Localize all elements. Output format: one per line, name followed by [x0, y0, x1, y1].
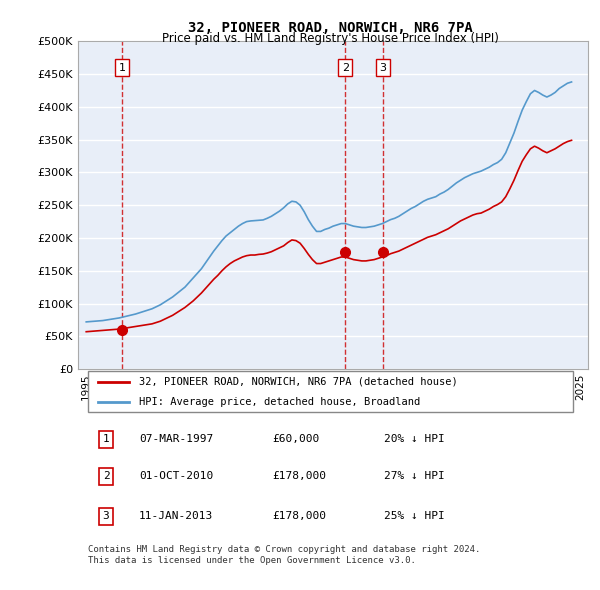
Text: £178,000: £178,000 — [272, 512, 326, 521]
Text: 2: 2 — [103, 471, 109, 481]
Text: 3: 3 — [379, 63, 386, 73]
Text: 1: 1 — [103, 434, 109, 444]
Text: 11-JAN-2013: 11-JAN-2013 — [139, 512, 214, 521]
Text: 32, PIONEER ROAD, NORWICH, NR6 7PA: 32, PIONEER ROAD, NORWICH, NR6 7PA — [188, 21, 472, 35]
Text: 20% ↓ HPI: 20% ↓ HPI — [384, 434, 445, 444]
Text: 27% ↓ HPI: 27% ↓ HPI — [384, 471, 445, 481]
Text: 25% ↓ HPI: 25% ↓ HPI — [384, 512, 445, 521]
Text: Contains HM Land Registry data © Crown copyright and database right 2024.
This d: Contains HM Land Registry data © Crown c… — [88, 545, 481, 565]
Text: £60,000: £60,000 — [272, 434, 319, 444]
FancyBboxPatch shape — [88, 371, 573, 412]
Text: £178,000: £178,000 — [272, 471, 326, 481]
Text: 32, PIONEER ROAD, NORWICH, NR6 7PA (detached house): 32, PIONEER ROAD, NORWICH, NR6 7PA (deta… — [139, 377, 458, 387]
Text: 07-MAR-1997: 07-MAR-1997 — [139, 434, 214, 444]
Text: Price paid vs. HM Land Registry's House Price Index (HPI): Price paid vs. HM Land Registry's House … — [161, 32, 499, 45]
Text: 1: 1 — [119, 63, 125, 73]
Text: 01-OCT-2010: 01-OCT-2010 — [139, 471, 214, 481]
Text: HPI: Average price, detached house, Broadland: HPI: Average price, detached house, Broa… — [139, 396, 421, 407]
Text: 2: 2 — [342, 63, 349, 73]
Text: 3: 3 — [103, 512, 109, 521]
